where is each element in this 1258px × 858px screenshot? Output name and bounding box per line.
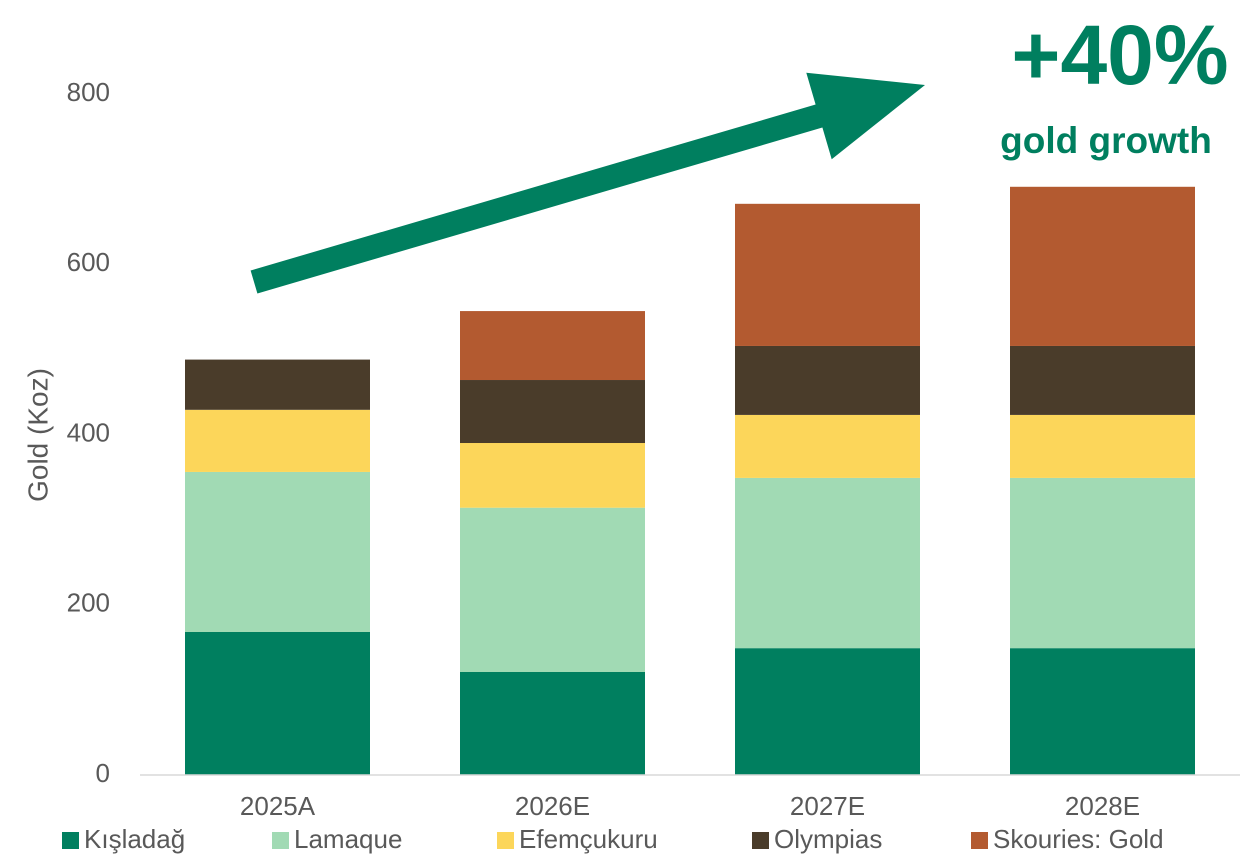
bar-segment xyxy=(460,443,645,508)
legend-label: Kışladağ xyxy=(84,824,185,854)
x-tick-label: 2025A xyxy=(240,791,316,821)
bar-segment xyxy=(1010,648,1195,775)
bar-segment xyxy=(185,359,370,410)
y-tick-label: 200 xyxy=(67,588,110,618)
bar-segment xyxy=(460,380,645,444)
x-tick-label: 2026E xyxy=(515,791,590,821)
growth-arrow xyxy=(250,72,926,294)
y-axis-label: Gold (Koz) xyxy=(22,368,53,502)
legend-swatch xyxy=(272,832,289,849)
legend-swatch xyxy=(497,832,514,849)
bar-segment xyxy=(735,477,920,649)
bar-segment xyxy=(1010,414,1195,478)
annotation-text: gold growth xyxy=(1000,120,1212,161)
bar-segment xyxy=(460,671,645,775)
x-tick-label: 2028E xyxy=(1065,791,1140,821)
legend-swatch xyxy=(971,832,988,849)
bar-segment xyxy=(1010,186,1195,346)
y-tick-label: 800 xyxy=(67,77,110,107)
bar-segment xyxy=(460,311,645,381)
bar-segment xyxy=(735,203,920,346)
bar-segment xyxy=(735,648,920,775)
bar-segment xyxy=(1010,345,1195,415)
bar-segment xyxy=(185,409,370,472)
legend-label: Olympias xyxy=(774,824,882,854)
annotation-percent: +40% xyxy=(1011,8,1228,102)
bar-segment xyxy=(185,631,370,775)
x-tick-label: 2027E xyxy=(790,791,865,821)
legend-label: Skouries: Gold xyxy=(993,824,1164,854)
legend-label: Lamaque xyxy=(294,824,402,854)
bar-segment xyxy=(185,471,370,632)
bar-segment xyxy=(460,507,645,672)
bar-segment xyxy=(735,345,920,415)
legend-swatch xyxy=(62,832,79,849)
y-tick-label: 400 xyxy=(67,417,110,447)
bar-segment xyxy=(735,414,920,478)
legend-swatch xyxy=(752,832,769,849)
bar-segment xyxy=(1010,477,1195,649)
y-tick-label: 600 xyxy=(67,247,110,277)
legend-label: Efemçukuru xyxy=(519,824,658,854)
y-tick-label: 0 xyxy=(96,758,110,788)
